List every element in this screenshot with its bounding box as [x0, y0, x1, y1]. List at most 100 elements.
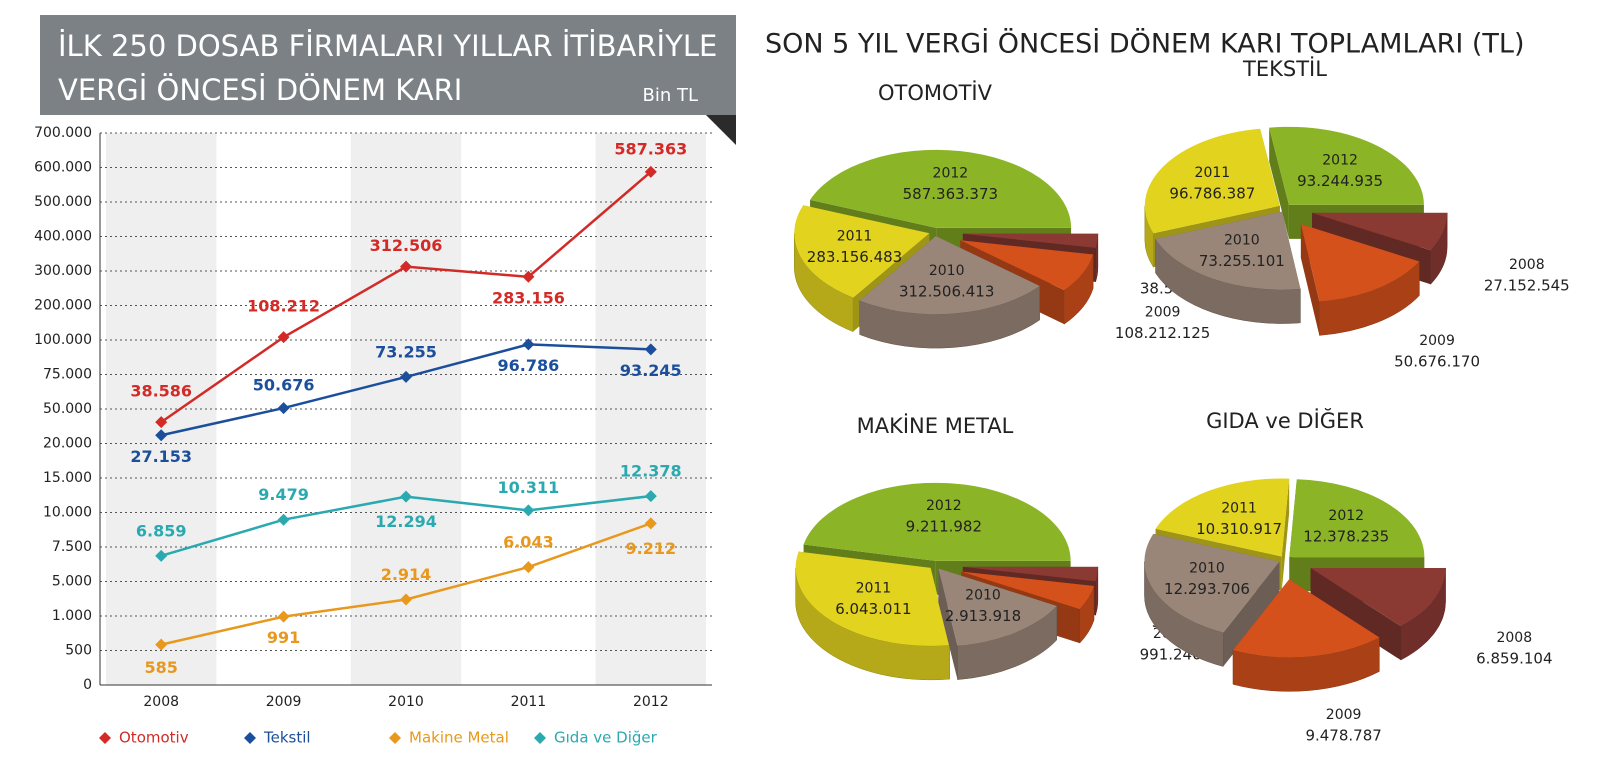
pie-title: TEKSTİL	[1242, 56, 1327, 81]
data-label: 12.378	[620, 462, 682, 481]
data-point	[400, 593, 412, 606]
slice-label: 12.293.706	[1164, 580, 1250, 598]
slice-label: 12.378.235	[1303, 528, 1389, 546]
y-tick-label: 15.000	[43, 470, 92, 486]
slice-label: 27.152.545	[1484, 276, 1570, 294]
slice	[960, 240, 1094, 291]
slice-category: 2008	[1496, 630, 1532, 646]
y-tick-label: 1.000	[52, 608, 92, 624]
y-tick-label: 20.000	[43, 436, 92, 452]
y-tick-label: 500.000	[34, 194, 92, 210]
slice	[1289, 479, 1425, 558]
slice-category: 2010	[965, 588, 1001, 604]
slice-category: 2009	[1326, 707, 1362, 723]
y-tick-label: 50.000	[43, 401, 92, 417]
slice-category: 2010	[1189, 561, 1225, 577]
data-point	[155, 638, 168, 651]
pie-title: OTOMOTİV	[878, 80, 993, 105]
data-point	[644, 490, 657, 503]
slice-label: 73.255.101	[1199, 252, 1285, 270]
slice	[1155, 478, 1290, 557]
data-label: 27.153	[130, 447, 192, 466]
slice-label: 96.786.387	[1169, 184, 1255, 202]
slice-label: 9.211.982	[906, 517, 982, 535]
legend-label: Tekstil	[263, 729, 311, 747]
y-tick-label: 0	[83, 677, 92, 693]
section-title: SON 5 YIL VERGİ ÖNCESİ DÖNEM KARI TOPLAM…	[765, 28, 1525, 60]
slice-category: 2012	[926, 498, 962, 514]
slice	[1312, 212, 1448, 251]
legend-marker	[534, 732, 546, 744]
slice-category: 2011	[1195, 165, 1231, 181]
slice	[803, 482, 1071, 561]
data-point	[400, 370, 412, 383]
data-point	[277, 402, 290, 415]
pie-title: GIDA ve DİĞER	[1206, 408, 1364, 433]
slice-label: 6.859.104	[1476, 650, 1552, 668]
slice	[1144, 128, 1280, 234]
slice-wall	[1300, 224, 1320, 336]
data-point	[644, 165, 657, 178]
y-tick-label: 500	[65, 643, 92, 659]
legend-marker	[389, 732, 401, 744]
legend-label: Gıda ve Diğer	[554, 729, 658, 747]
slice	[1269, 126, 1424, 205]
slice-label: 312.506.413	[899, 282, 994, 300]
header-fold	[706, 115, 736, 145]
y-tick-label: 100.000	[34, 332, 92, 348]
pie-title: MAKİNE METAL	[857, 413, 1014, 438]
slice	[859, 236, 1040, 315]
data-point	[522, 561, 535, 574]
data-label: 38.586	[130, 382, 192, 401]
y-tick-label: 7.500	[52, 539, 92, 555]
y-tick-label: 75.000	[43, 367, 92, 383]
data-point	[155, 416, 168, 429]
slice-category: 2011	[1221, 501, 1257, 517]
slice-category: 2008	[1509, 257, 1545, 273]
legend-marker	[244, 732, 256, 744]
slice	[1310, 567, 1446, 627]
slice	[962, 566, 1098, 582]
slice-category: 2011	[837, 229, 873, 245]
data-point	[277, 331, 290, 344]
slice-wall	[938, 568, 958, 680]
slice-wall	[1269, 127, 1289, 239]
data-label: 587.363	[614, 139, 687, 158]
data-label: 6.043	[503, 533, 554, 552]
x-tick-label: 2011	[511, 694, 547, 710]
chart-title: VERGİ ÖNCESİ DÖNEM KARI	[58, 73, 462, 107]
y-tick-label: 400.000	[34, 229, 92, 245]
legend-label: Makine Metal	[409, 729, 509, 747]
slice-label: 50.676.170	[1394, 353, 1480, 371]
x-tick-label: 2009	[266, 694, 302, 710]
y-tick-label: 10.000	[43, 505, 92, 521]
data-point	[522, 338, 535, 351]
y-tick-label: 600.000	[34, 160, 92, 176]
data-label: 108.212	[247, 297, 320, 316]
data-label: 2.914	[381, 565, 432, 584]
y-tick-label: 300.000	[34, 263, 92, 279]
slice-category: 2009	[1145, 304, 1181, 320]
data-label: 96.786	[498, 356, 560, 375]
data-label: 585	[144, 658, 177, 677]
data-label: 6.859	[136, 521, 187, 540]
slice	[795, 551, 950, 646]
slice-category: 2010	[929, 263, 965, 279]
legend-marker	[99, 732, 111, 744]
slice-category: 2012	[1322, 153, 1358, 169]
slice-wall	[1281, 478, 1290, 591]
slice	[1232, 579, 1380, 658]
data-point	[522, 270, 535, 283]
slice-side	[1144, 205, 1154, 269]
slice-label: 283.156.483	[807, 248, 902, 266]
data-label: 9.479	[258, 485, 309, 504]
slice-label: 9.478.787	[1305, 727, 1381, 745]
data-label: 50.676	[253, 376, 315, 395]
data-label: 9.212	[625, 539, 676, 558]
slice-label: 108.212.125	[1115, 324, 1210, 342]
data-point	[155, 429, 168, 442]
data-point	[644, 343, 657, 356]
x-tick-label: 2012	[633, 694, 669, 710]
data-label: 283.156	[492, 288, 565, 307]
x-tick-label: 2010	[388, 694, 424, 710]
